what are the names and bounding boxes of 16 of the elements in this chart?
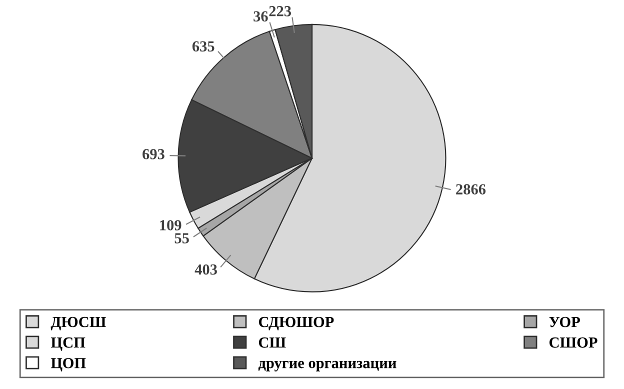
legend-label: ЦОП — [50, 358, 86, 372]
data-label: 55 — [174, 233, 189, 244]
legend-label: УОР — [549, 316, 580, 328]
data-label: 109 — [160, 220, 182, 230]
data-label: 2866 — [456, 184, 486, 194]
data-label: 403 — [194, 264, 217, 275]
data-label: 36 — [254, 11, 268, 22]
legend-label: ДЮСШ — [50, 316, 106, 330]
legend-label: СДЮШОР — [258, 316, 334, 330]
legend-label: ЦСП — [50, 337, 86, 351]
legend-label: СШ — [258, 337, 286, 348]
data-label: 693 — [142, 149, 164, 160]
legend-label: другие организации — [258, 360, 396, 372]
data-label: 223 — [269, 6, 292, 16]
legend-label: СШОР — [549, 337, 598, 348]
data-label: 635 — [192, 41, 214, 52]
